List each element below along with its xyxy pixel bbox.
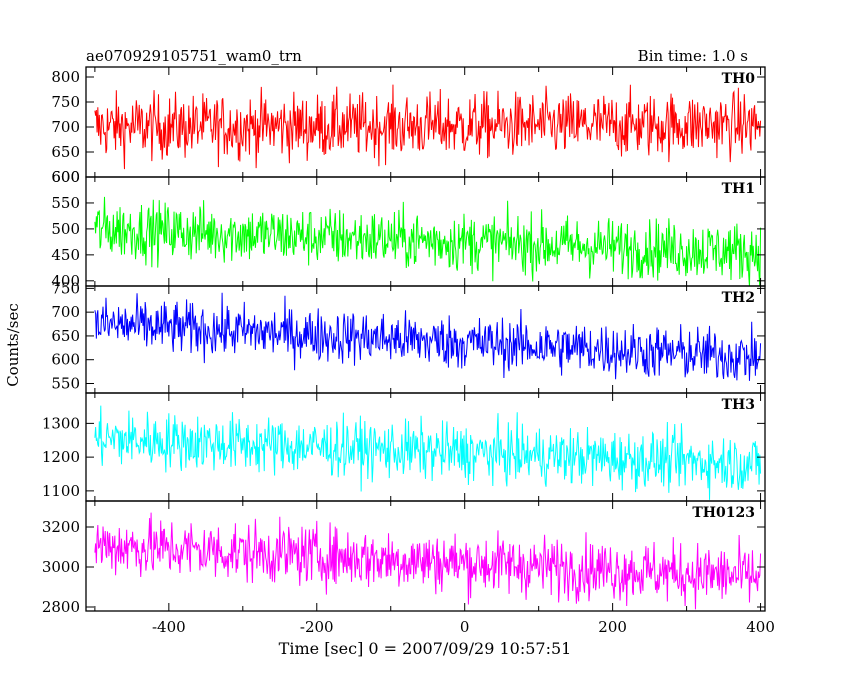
- panel-frame: [85, 500, 766, 612]
- y-tick-label: 600: [51, 351, 80, 369]
- y-tick-label: 2800: [42, 598, 80, 616]
- series-line-th3: [94, 405, 762, 500]
- y-tick-label: 600: [51, 168, 80, 186]
- series-label: TH0123: [692, 505, 755, 521]
- series-label: TH1: [722, 181, 755, 197]
- series-label: TH0: [722, 71, 756, 87]
- y-tick-label: 1300: [42, 414, 80, 432]
- y-tick-label: 550: [51, 374, 80, 392]
- y-tick-label: 3200: [42, 518, 80, 536]
- x-tick-label: -400: [152, 618, 186, 636]
- x-tick-label: 0: [460, 618, 470, 636]
- panel-th1: 400 450 500 550 600 TH1: [51, 168, 766, 290]
- series-line-th2: [94, 292, 762, 381]
- y-tick-label: 1100: [42, 482, 80, 500]
- series-line-th1: [94, 196, 762, 286]
- series-line-th0123: [94, 512, 762, 610]
- panels: 600 650 700 750 800 TH0 400 450 500 550 600 TH1 550 6…: [42, 66, 775, 636]
- series-label: TH2: [722, 290, 755, 306]
- y-tick-label: 450: [51, 246, 80, 264]
- panel-th2: 550 600 650 700 750 TH2: [51, 279, 766, 394]
- x-axis-label: Time [sec] 0 = 2007/09/29 10:57:51: [279, 639, 572, 658]
- y-tick-label: 650: [51, 327, 80, 345]
- y-tick-label: 750: [51, 279, 80, 297]
- y-tick-label: 700: [51, 303, 80, 321]
- y-tick-label: 400: [51, 272, 80, 290]
- x-tick-label: 200: [598, 618, 627, 636]
- series-label: TH3: [722, 397, 755, 413]
- panel-th0123: 2800 3000 3200 TH0123 -400 -200 0 200 400: [42, 500, 775, 636]
- panel-th0: 600 650 700 750 800 TH0: [51, 66, 766, 186]
- y-tick-label: 750: [51, 93, 80, 111]
- y-tick-label: 550: [51, 194, 80, 212]
- y-tick-label: 3000: [42, 558, 80, 576]
- y-tick-label: 500: [51, 220, 80, 238]
- y-axis-label: Counts/sec: [4, 303, 22, 387]
- y-tick-label: 650: [51, 143, 80, 161]
- x-tick-label: 400: [746, 618, 775, 636]
- y-tick-label: 600: [51, 168, 80, 186]
- bin-time-label: Bin time: 1.0 s: [638, 47, 748, 65]
- panel-th3: 1100 1200 1300 TH3: [42, 392, 766, 502]
- y-tick-label: 700: [51, 118, 80, 136]
- y-tick-label: 800: [51, 68, 80, 86]
- x-tick-label: -200: [300, 618, 334, 636]
- series-line-th0: [94, 84, 762, 170]
- plot-title: ae070929105751_wam0_trn: [86, 47, 302, 65]
- y-tick-label: 1200: [42, 448, 80, 466]
